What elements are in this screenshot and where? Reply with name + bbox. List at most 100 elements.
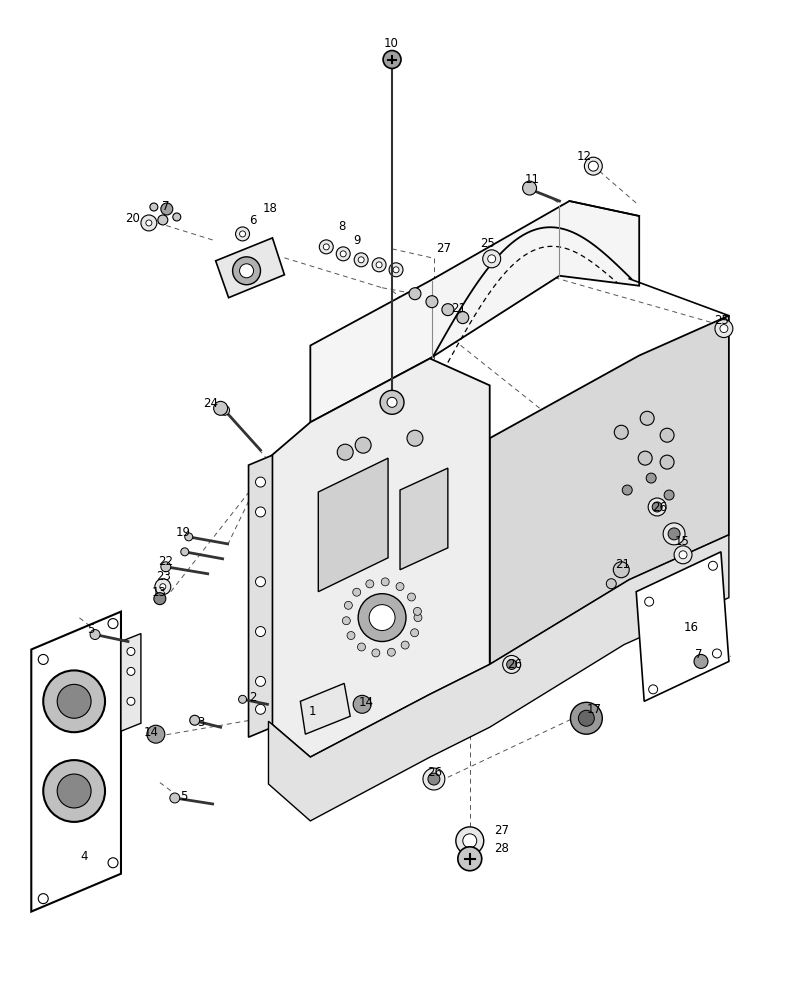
Circle shape [181, 548, 188, 556]
Polygon shape [216, 238, 284, 298]
Polygon shape [300, 683, 350, 734]
Circle shape [612, 562, 629, 578]
Circle shape [668, 529, 678, 539]
Text: 14: 14 [358, 696, 373, 709]
Text: 10: 10 [383, 37, 398, 50]
Circle shape [38, 894, 48, 904]
Circle shape [387, 648, 395, 656]
Circle shape [719, 325, 727, 333]
Circle shape [663, 523, 684, 545]
Circle shape [255, 477, 265, 487]
Circle shape [637, 451, 651, 465]
Circle shape [714, 320, 732, 338]
Circle shape [146, 220, 152, 226]
Text: 17: 17 [586, 703, 601, 716]
Circle shape [693, 654, 707, 668]
Circle shape [336, 247, 350, 261]
Circle shape [407, 593, 415, 601]
Circle shape [441, 304, 453, 316]
Circle shape [406, 430, 423, 446]
Polygon shape [268, 535, 728, 821]
Circle shape [255, 676, 265, 686]
Text: 6: 6 [248, 214, 256, 227]
Circle shape [651, 502, 661, 512]
Circle shape [169, 793, 179, 803]
Circle shape [659, 455, 673, 469]
Circle shape [648, 685, 657, 694]
Text: 24: 24 [203, 397, 218, 410]
Circle shape [522, 181, 536, 195]
Circle shape [235, 227, 249, 241]
Circle shape [428, 774, 439, 784]
Text: 13: 13 [151, 586, 166, 599]
Circle shape [524, 184, 534, 194]
Polygon shape [318, 458, 388, 592]
Text: 16: 16 [683, 621, 697, 634]
Circle shape [366, 580, 373, 588]
Circle shape [383, 51, 401, 68]
Text: 5: 5 [88, 623, 95, 636]
Text: 20: 20 [126, 212, 140, 225]
Circle shape [342, 617, 350, 625]
Circle shape [127, 647, 135, 655]
Circle shape [414, 614, 422, 622]
Circle shape [614, 425, 628, 439]
Circle shape [570, 702, 602, 734]
Polygon shape [489, 316, 728, 664]
Circle shape [380, 390, 404, 414]
Text: 25: 25 [479, 237, 495, 250]
Circle shape [358, 594, 406, 642]
Text: 11: 11 [525, 173, 539, 186]
Circle shape [396, 583, 404, 591]
Circle shape [150, 203, 157, 211]
Circle shape [185, 533, 192, 541]
Circle shape [219, 405, 230, 415]
Circle shape [673, 546, 691, 564]
Text: 14: 14 [144, 726, 158, 739]
Circle shape [319, 240, 333, 254]
Circle shape [155, 579, 170, 595]
Circle shape [255, 627, 265, 637]
Circle shape [255, 577, 265, 587]
Text: 21: 21 [451, 302, 466, 315]
Circle shape [90, 630, 100, 640]
Circle shape [190, 715, 200, 725]
Circle shape [663, 490, 673, 500]
Circle shape [255, 704, 265, 714]
Circle shape [358, 257, 363, 263]
Text: 4: 4 [80, 850, 88, 863]
Circle shape [410, 629, 418, 637]
Circle shape [353, 695, 371, 713]
Circle shape [457, 847, 481, 871]
Text: 27: 27 [494, 824, 508, 837]
Text: 8: 8 [338, 220, 345, 233]
Circle shape [157, 215, 168, 225]
Circle shape [711, 649, 720, 658]
Text: 28: 28 [494, 842, 508, 855]
Circle shape [371, 649, 380, 657]
Circle shape [344, 601, 352, 609]
Circle shape [354, 253, 367, 267]
Circle shape [387, 397, 397, 407]
Circle shape [507, 660, 515, 668]
Circle shape [659, 428, 673, 442]
Circle shape [380, 578, 388, 586]
Text: 3: 3 [197, 716, 204, 729]
Circle shape [409, 288, 420, 300]
Circle shape [160, 584, 165, 590]
Polygon shape [121, 634, 141, 731]
Text: 5: 5 [180, 790, 187, 803]
Circle shape [108, 858, 118, 868]
Polygon shape [636, 552, 728, 701]
Circle shape [413, 607, 421, 615]
Circle shape [427, 773, 440, 785]
Circle shape [652, 503, 660, 511]
Circle shape [423, 768, 444, 790]
Circle shape [108, 619, 118, 629]
Circle shape [43, 760, 105, 822]
Circle shape [707, 561, 717, 570]
Text: 1: 1 [308, 705, 315, 718]
Text: 7: 7 [694, 648, 702, 661]
Circle shape [588, 161, 598, 171]
Circle shape [147, 725, 165, 743]
